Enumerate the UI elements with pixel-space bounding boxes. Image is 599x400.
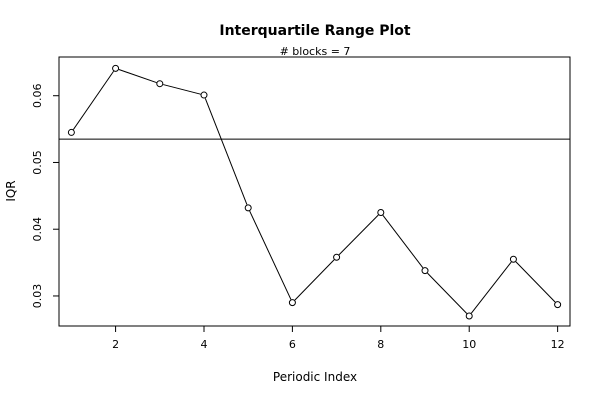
- y-axis-label: IQR: [4, 180, 18, 201]
- x-tick-label: 12: [551, 338, 565, 351]
- x-tick-label: 8: [377, 338, 384, 351]
- series-segment: [470, 261, 512, 314]
- data-point: [288, 299, 296, 307]
- x-tick-label: 6: [289, 338, 296, 351]
- y-tick-label: 0.06: [31, 83, 44, 108]
- data-point: [465, 312, 473, 320]
- series-segment: [163, 84, 201, 95]
- y-tick-label: 0.05: [31, 150, 44, 175]
- series-segment: [427, 272, 468, 314]
- data-point: [377, 209, 385, 217]
- series-segment: [294, 259, 335, 301]
- series-group: [67, 64, 562, 320]
- y-tick-label: 0.03: [31, 284, 44, 309]
- series-segment: [249, 210, 292, 300]
- data-point: [333, 253, 341, 261]
- x-tick-label: 4: [200, 338, 207, 351]
- data-point: [156, 80, 164, 88]
- x-axis-label: Periodic Index: [273, 370, 357, 384]
- data-point: [112, 64, 120, 72]
- series-segment: [338, 214, 379, 256]
- data-point: [244, 204, 252, 212]
- x-tick-label: 10: [462, 338, 476, 351]
- series-segment: [382, 215, 424, 269]
- data-point: [421, 267, 429, 275]
- y-tick-label: 0.04: [31, 217, 44, 242]
- data-point: [200, 91, 208, 99]
- series-segment: [118, 69, 157, 84]
- series-segment: [515, 261, 556, 303]
- data-point: [509, 255, 517, 263]
- chart-title: Interquartile Range Plot: [219, 23, 411, 39]
- data-point: [67, 128, 75, 136]
- series-segment: [204, 98, 248, 205]
- x-tick-label: 2: [112, 338, 119, 351]
- axes: 2 4 6 8 10 12 0.03 0.04 0.05 0.06: [31, 83, 565, 351]
- data-point: [554, 301, 562, 309]
- chart-subtitle: # blocks = 7: [280, 45, 351, 58]
- series-segment: [72, 70, 115, 130]
